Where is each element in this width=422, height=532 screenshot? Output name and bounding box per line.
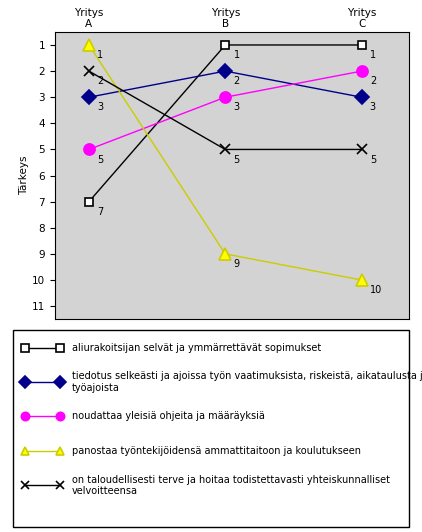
Y-axis label: Tärkeys: Tärkeys: [19, 156, 29, 195]
Text: 7: 7: [97, 207, 103, 217]
Text: 1: 1: [370, 50, 376, 60]
Text: panostaa työntekijöidensä ammattitaitoon ja koulutukseen: panostaa työntekijöidensä ammattitaitoon…: [72, 446, 361, 456]
Text: Yritys
B: Yritys B: [211, 7, 240, 29]
Text: aliurakoitsijan selvät ja ymmärrettävät sopimukset: aliurakoitsijan selvät ja ymmärrettävät …: [72, 343, 322, 353]
Text: Yritys
A: Yritys A: [74, 7, 104, 29]
Text: 3: 3: [233, 103, 240, 112]
Text: 2: 2: [370, 76, 376, 86]
Text: noudattaa yleisiä ohjeita ja määräyksiä: noudattaa yleisiä ohjeita ja määräyksiä: [72, 411, 265, 421]
Text: 1: 1: [97, 50, 103, 60]
Text: tiedotus selkeästi ja ajoissa työn vaatimuksista, riskeistä, aikataulusta ja
työ: tiedotus selkeästi ja ajoissa työn vaati…: [72, 371, 422, 393]
Text: 9: 9: [233, 259, 240, 269]
Text: Yritys
C: Yritys C: [347, 7, 376, 29]
Text: 5: 5: [370, 155, 376, 165]
Text: 2: 2: [233, 76, 240, 86]
Text: 5: 5: [97, 155, 103, 165]
Text: 5: 5: [233, 155, 240, 165]
Text: 10: 10: [370, 285, 382, 295]
Text: 3: 3: [97, 103, 103, 112]
Text: 2: 2: [97, 76, 103, 86]
Text: on taloudellisesti terve ja hoitaa todistettavasti yhteiskunnalliset
velvoitteen: on taloudellisesti terve ja hoitaa todis…: [72, 475, 390, 496]
Text: 3: 3: [370, 103, 376, 112]
Text: 1: 1: [233, 50, 240, 60]
